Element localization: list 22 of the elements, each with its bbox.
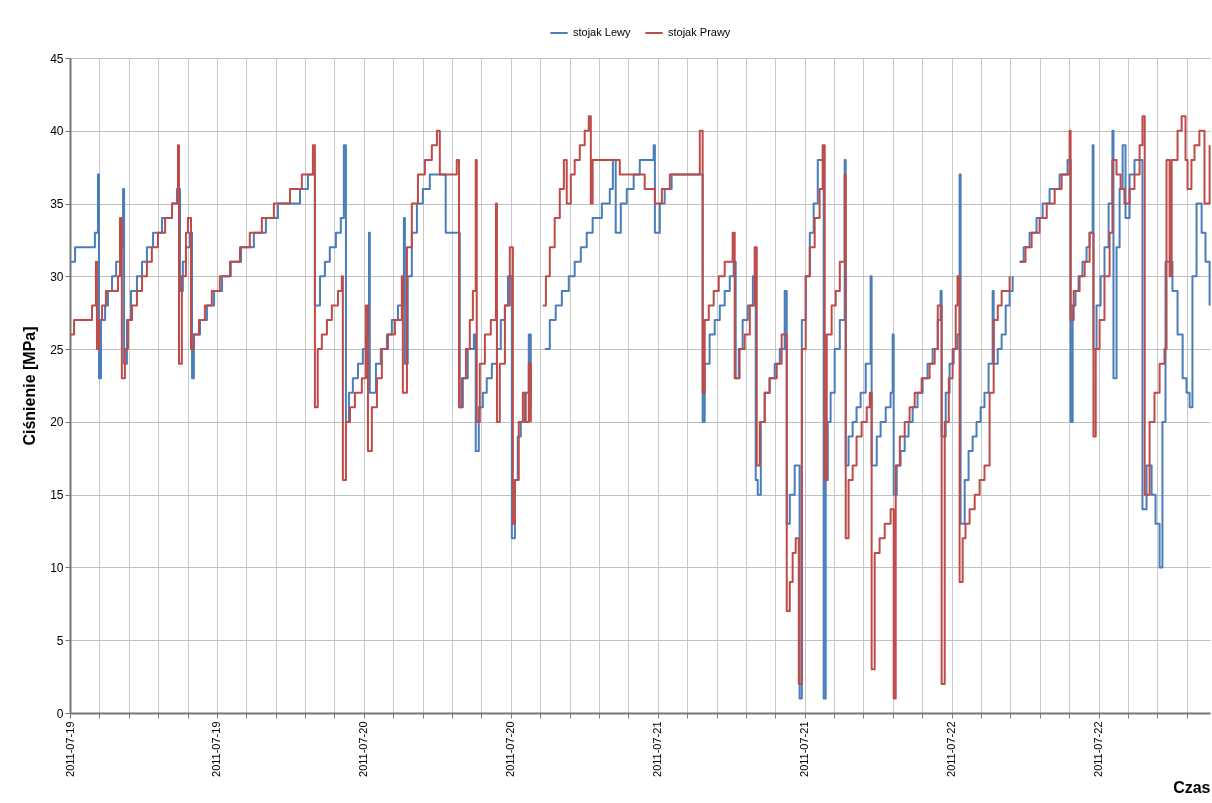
legend-label: stojak Prawy (668, 26, 731, 38)
y-tick-label: 30 (50, 269, 64, 284)
x-tick-label: 2011-07-22 (1092, 721, 1105, 777)
y-tick-label: 20 (50, 415, 64, 430)
x-tick-label: 2011-07-20 (357, 721, 370, 777)
y-tick-label: 35 (50, 197, 64, 212)
y-tick-label: 15 (50, 488, 64, 503)
legend-label: stojak Lewy (573, 26, 631, 38)
y-axis-title: Ciśnienie [MPa] (21, 326, 39, 446)
y-tick-label: 10 (50, 560, 64, 575)
y-tick-label: 45 (50, 51, 64, 66)
y-tick-label: 5 (56, 633, 64, 648)
y-tick-label: 0 (56, 706, 64, 721)
x-tick-label: 2011-07-22 (945, 721, 958, 777)
y-tick-label: 25 (50, 342, 64, 357)
x-tick-label: 2011-07-19 (210, 721, 223, 777)
x-tick-label: 2011-07-20 (504, 721, 517, 777)
x-tick-label: 2011-07-21 (798, 721, 811, 777)
x-axis-title: Czas (1173, 778, 1211, 796)
x-tick-label: 2011-07-21 (651, 721, 664, 777)
y-tick-label: 40 (50, 124, 64, 139)
x-tick-label: 2011-07-19 (63, 721, 76, 777)
